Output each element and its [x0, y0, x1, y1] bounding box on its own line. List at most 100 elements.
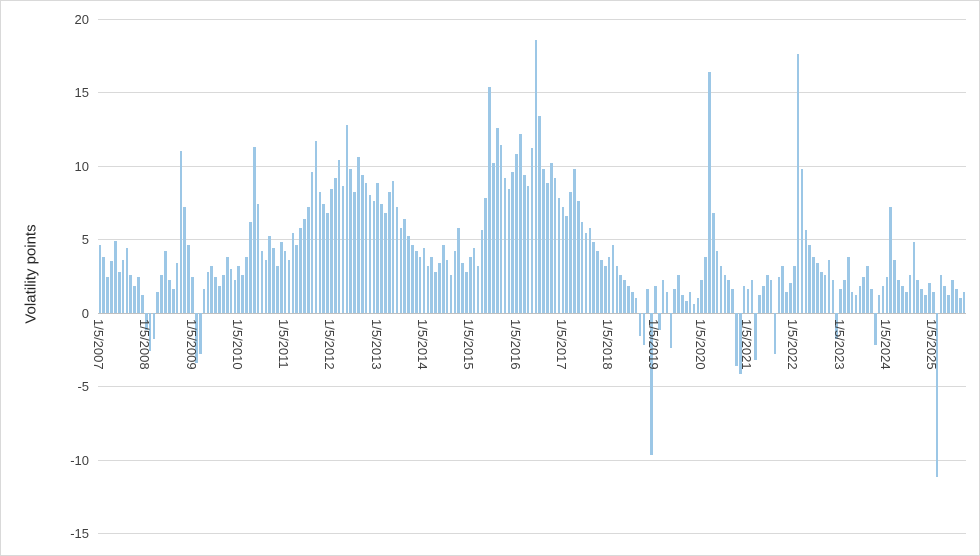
- bar: [615, 265, 619, 313]
- bar: [812, 256, 815, 313]
- bar: [449, 274, 453, 313]
- bar: [538, 115, 541, 313]
- bar: [569, 192, 572, 313]
- bar: [796, 54, 800, 313]
- bar: [125, 248, 129, 313]
- bar: [642, 312, 646, 345]
- bar: [414, 251, 418, 313]
- bar: [391, 180, 395, 313]
- bar: [580, 221, 584, 313]
- bar: [206, 271, 210, 313]
- bar: [908, 274, 912, 313]
- x-tick-label: 1/5/2013: [368, 318, 384, 370]
- bar: [495, 127, 499, 313]
- bar: [511, 171, 514, 313]
- bar: [600, 259, 603, 313]
- y-tick-label: -5: [77, 379, 89, 395]
- bar: [276, 265, 279, 313]
- bar: [897, 280, 900, 313]
- bar: [287, 259, 291, 313]
- bar: [488, 86, 491, 313]
- bar: [627, 286, 630, 313]
- bar: [519, 133, 522, 313]
- bar: [723, 274, 727, 313]
- bar: [187, 245, 190, 313]
- bar: [175, 262, 179, 313]
- bar: [144, 312, 148, 331]
- bar: [839, 289, 842, 313]
- x-tick-label: 1/5/2018: [600, 318, 616, 370]
- bar: [712, 212, 715, 313]
- bar: [715, 251, 719, 313]
- bar: [156, 292, 160, 313]
- bar: [453, 251, 457, 313]
- bar: [874, 312, 877, 345]
- bar: [928, 283, 931, 313]
- y-tick-label: 5: [81, 232, 89, 248]
- bar: [530, 148, 534, 313]
- bar: [461, 262, 464, 313]
- bar: [731, 289, 734, 313]
- bar: [457, 227, 460, 313]
- bar: [468, 256, 472, 313]
- bar: [399, 227, 403, 313]
- bar: [349, 168, 352, 313]
- bar: [133, 286, 136, 313]
- bar: [526, 186, 530, 313]
- bar: [835, 312, 839, 340]
- y-tick-label: 10: [74, 158, 89, 174]
- bar: [268, 236, 271, 313]
- bar: [152, 312, 156, 340]
- bar: [337, 159, 341, 313]
- x-tick-label: 1/5/2016: [507, 318, 523, 370]
- bar: [673, 289, 677, 313]
- bar: [222, 274, 225, 313]
- bar: [148, 312, 152, 351]
- bar: [372, 201, 376, 313]
- bar: [611, 245, 615, 313]
- x-tick-label: 1/5/2023: [831, 318, 847, 370]
- x-tick-label: 1/5/2015: [461, 318, 477, 370]
- bar: [889, 206, 893, 313]
- x-tick-label: 1/5/2024: [877, 318, 893, 370]
- bar: [191, 277, 194, 313]
- bar: [561, 206, 565, 313]
- bar: [646, 289, 650, 313]
- bar: [862, 277, 866, 313]
- bar: [333, 177, 337, 313]
- bar: [102, 256, 106, 313]
- bar: [322, 204, 325, 313]
- bar: [962, 292, 966, 313]
- bar: [823, 274, 827, 313]
- bar: [341, 186, 345, 313]
- bar: [758, 295, 761, 313]
- bar: [831, 280, 835, 313]
- bar: [850, 292, 854, 313]
- y-tick-label: 20: [74, 12, 89, 27]
- bar: [291, 233, 295, 313]
- bar: [943, 286, 947, 313]
- bar: [955, 289, 958, 313]
- bar: [168, 280, 171, 313]
- y-tick-label: 0: [81, 305, 89, 321]
- bar: [808, 245, 812, 313]
- bar: [233, 280, 237, 313]
- bar: [445, 259, 449, 313]
- bar: [904, 292, 908, 313]
- bar: [750, 280, 754, 313]
- bar: [827, 259, 831, 313]
- x-tick-label: 1/5/2025: [924, 318, 940, 370]
- gridline: [98, 459, 966, 461]
- bar: [438, 262, 441, 313]
- bar: [546, 183, 549, 313]
- y-tick-label: -15: [70, 526, 89, 541]
- bar: [183, 206, 187, 313]
- bar: [380, 204, 383, 313]
- y-tick-label: 15: [74, 85, 89, 101]
- x-tick-label: 1/5/2020: [692, 318, 708, 370]
- bar: [804, 230, 808, 313]
- bar: [947, 295, 950, 313]
- bar: [901, 286, 904, 313]
- bar: [210, 265, 214, 313]
- bar: [395, 206, 399, 313]
